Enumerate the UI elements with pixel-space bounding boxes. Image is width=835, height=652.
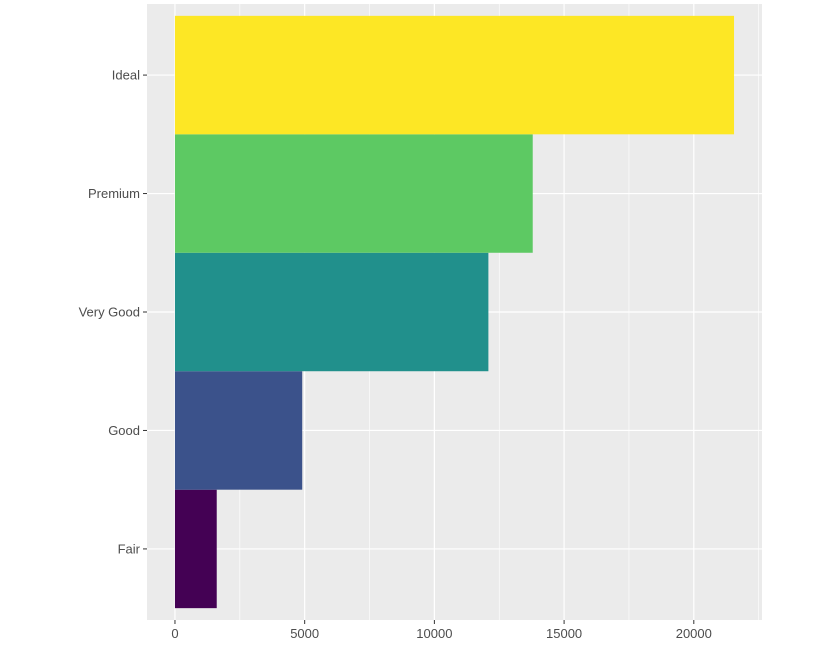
x-tick-label: 15000 [546,626,582,641]
x-tick-label: 20000 [676,626,712,641]
bar-premium [174,134,533,253]
axis-layer: Fair Good Very Good Premium Ideal 0 5000 10000 1… [79,68,712,641]
y-tick-label: Very Good [79,305,140,320]
x-tick-label: 0 [171,626,178,641]
bar-very-good [174,252,489,372]
bar-fair [174,489,217,609]
x-tick-label: 5000 [290,626,319,641]
bar-layer [174,15,735,609]
y-tick-label: Fair [118,541,141,556]
y-tick-label: Premium [88,186,140,201]
bar-good [174,371,303,490]
y-tick-label: Good [108,423,140,438]
bar-ideal [174,15,735,135]
y-tick-label: Ideal [112,68,140,83]
x-tick-label: 10000 [416,626,452,641]
